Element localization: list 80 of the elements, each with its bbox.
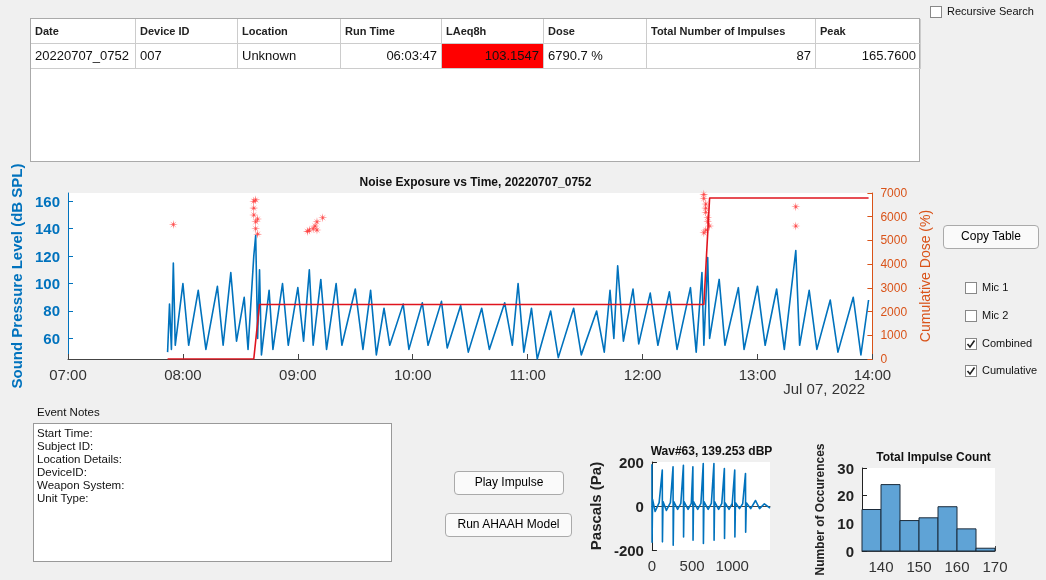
text: Jul 07, 2022 bbox=[783, 380, 865, 397]
y-tick-label: 20 bbox=[837, 487, 854, 505]
chart-title: Noise Exposure vs Time, 20220707_0752 bbox=[359, 175, 592, 189]
y-tick-label: 120 bbox=[34, 247, 60, 265]
text: 007 bbox=[136, 44, 238, 69]
x-tick-label: 170 bbox=[982, 558, 1008, 575]
point bbox=[791, 202, 801, 212]
y-tick-label: 160 bbox=[34, 192, 60, 210]
x-tick-label: 12:00 bbox=[623, 366, 662, 383]
y2-tick-label: 1000 bbox=[880, 328, 908, 343]
text: Recursive Search bbox=[947, 5, 1034, 17]
text: Unit Type: bbox=[37, 492, 89, 504]
text: Device ID bbox=[136, 19, 238, 44]
y2-tick-label: 4000 bbox=[880, 257, 908, 272]
point bbox=[168, 220, 178, 230]
y-tick-label: 80 bbox=[43, 302, 60, 320]
text: Start Time: bbox=[37, 427, 93, 439]
y-axis-title: Sound Pressure Level (dB SPL) bbox=[8, 163, 25, 389]
x-tick-label: 14:00 bbox=[853, 366, 892, 383]
text: Total Number of Impulses bbox=[647, 19, 816, 44]
button: Play Impulse bbox=[454, 471, 564, 495]
text: Mic 1 bbox=[982, 281, 1009, 293]
text: Date bbox=[31, 19, 136, 44]
text: 165.7600 bbox=[816, 44, 921, 69]
text: Weapon System: bbox=[37, 479, 125, 491]
y-tick-label: 30 bbox=[837, 459, 854, 477]
text: Location Details: bbox=[37, 453, 123, 465]
x-tick-label: 500 bbox=[679, 557, 705, 574]
x-tick-label: 07:00 bbox=[49, 366, 87, 383]
y-tick-label: 0 bbox=[635, 497, 644, 515]
text: 06:03:47 bbox=[341, 44, 442, 69]
y-tick-label: -200 bbox=[613, 541, 644, 559]
x-tick-label: 13:00 bbox=[738, 366, 777, 383]
chart-title: Wav#63, 139.253 dBP bbox=[650, 444, 773, 458]
text: Cumulative bbox=[982, 364, 1038, 376]
text: Dose bbox=[544, 19, 647, 44]
y2-tick-label: 7000 bbox=[880, 186, 908, 200]
text: 6790.7 % bbox=[544, 44, 647, 69]
x-tick-label: 08:00 bbox=[164, 366, 202, 383]
line-series bbox=[651, 462, 771, 546]
y-tick-label: 140 bbox=[34, 220, 60, 238]
y-tick-label: 0 bbox=[845, 542, 854, 560]
x-tick-label: 160 bbox=[944, 558, 970, 575]
y-axis-title: Pascals (Pa) bbox=[587, 461, 604, 551]
y2-tick-label: 3000 bbox=[880, 280, 908, 295]
y2-tick-label: 0 bbox=[880, 352, 888, 366]
point bbox=[318, 213, 328, 223]
text: DeviceID: bbox=[37, 466, 87, 478]
x-tick-label: 150 bbox=[906, 558, 932, 575]
text: Subject ID: bbox=[37, 440, 94, 452]
text: Event Notes bbox=[37, 406, 100, 418]
text: 20220707_0752 bbox=[31, 44, 136, 69]
y2-tick-label: 6000 bbox=[880, 209, 908, 224]
x-tick-label: 10:00 bbox=[393, 366, 432, 383]
text: 103.1547 bbox=[442, 44, 544, 69]
text: Mic 2 bbox=[982, 309, 1009, 321]
y2-tick-label: 5000 bbox=[880, 233, 908, 248]
chart-title: Total Impulse Count bbox=[876, 450, 991, 464]
y2-axis-title: Cumulative Dose (%) bbox=[917, 209, 933, 343]
text: Combined bbox=[982, 337, 1033, 349]
x-tick-label: 09:00 bbox=[279, 366, 317, 383]
y-tick-label: 200 bbox=[618, 453, 644, 471]
text: Unknown bbox=[238, 44, 341, 69]
x-tick-label: 140 bbox=[868, 558, 894, 575]
text: 87 bbox=[647, 44, 816, 69]
point bbox=[251, 224, 261, 234]
y-axis-title: Number of Occurences bbox=[813, 443, 828, 576]
y-tick-label: 100 bbox=[34, 275, 60, 293]
text: Peak bbox=[816, 19, 921, 44]
button: Run AHAAH Model bbox=[445, 513, 572, 537]
x-tick-label: 0 bbox=[647, 557, 657, 574]
y-tick-label: 10 bbox=[837, 514, 854, 532]
button: Copy Table bbox=[943, 225, 1039, 249]
y2-tick-label: 2000 bbox=[880, 304, 908, 319]
text: Location bbox=[238, 19, 341, 44]
x-tick-label: 1000 bbox=[715, 557, 749, 574]
y-tick-label: 60 bbox=[43, 329, 60, 347]
x-tick-label: 11:00 bbox=[509, 366, 546, 383]
text: LAeq8h bbox=[442, 19, 544, 44]
text: Run Time bbox=[341, 19, 442, 44]
